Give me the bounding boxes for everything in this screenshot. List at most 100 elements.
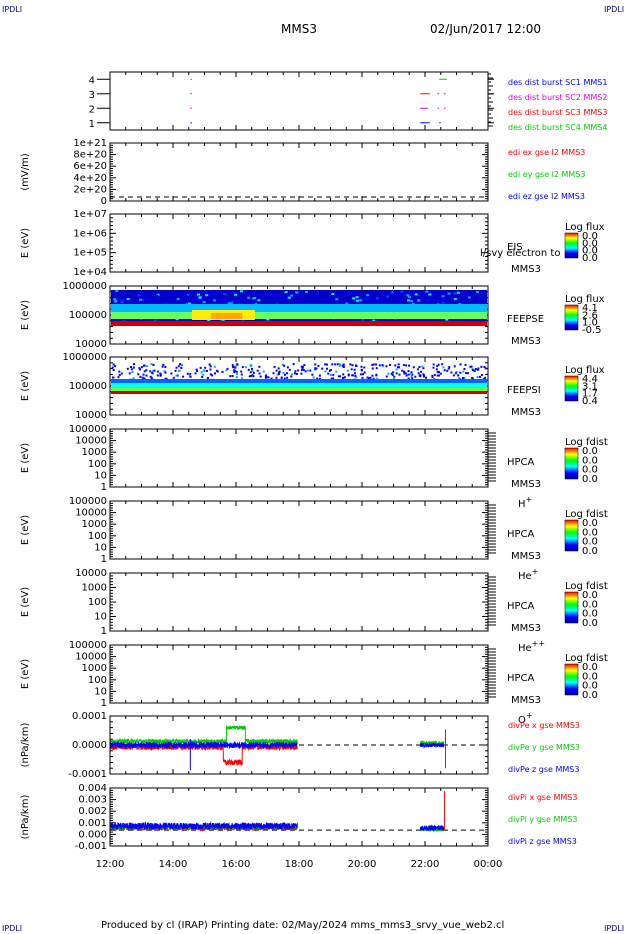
spectrogram-pixel: [223, 292, 227, 295]
spectrogram-pixel: [295, 291, 299, 294]
y-tick-label: 1000: [82, 663, 107, 674]
spectrogram-pixel: [270, 292, 274, 295]
spectrogram-pixel: [153, 295, 157, 298]
colorbar-value: 0.0: [582, 681, 598, 692]
spectrogram-pixel: [149, 370, 152, 373]
spectrogram-pixel: [392, 377, 395, 380]
spectrogram-pixel: [264, 375, 267, 378]
y-tick-label: 1: [101, 554, 107, 565]
colorbar-title: Log flux: [565, 222, 605, 233]
y-tick-label: 0.0000: [72, 740, 107, 751]
spectrogram-pixel: [447, 292, 451, 295]
spectrogram-pixel: [401, 369, 404, 372]
spectrogram-pixel: [288, 368, 291, 371]
spectrogram-pixel: [375, 363, 378, 366]
spectrogram-pixel: [431, 374, 434, 377]
spectrogram-pixel: [453, 292, 457, 295]
spectrogram-pixel: [286, 372, 289, 375]
spectrogram-pixel: [303, 364, 306, 367]
spectrogram-pixel: [196, 369, 199, 372]
spectrogram-pixel: [290, 294, 294, 297]
spectrogram-pixel: [208, 363, 211, 366]
spectrogram-pixel: [345, 302, 349, 305]
spectrogram-pixel: [453, 298, 457, 301]
y-tick-label: -0.0001: [68, 769, 107, 780]
spectrogram-pixel: [282, 371, 285, 374]
colorbar-title: Log flux: [565, 294, 605, 305]
spectrogram-pixel: [256, 369, 259, 372]
y-tick-label: 0: [101, 196, 107, 207]
spectrogram-pixel: [320, 292, 324, 295]
spectrogram-pixel: [292, 363, 295, 366]
spectrogram-pixel: [175, 374, 178, 377]
spectrogram-pixel: [437, 363, 440, 366]
spectrogram-pixel: [177, 365, 180, 368]
footer-credit: Produced by cl (IRAP) Printing date: 02/…: [101, 920, 505, 931]
spectrogram-pixel: [180, 363, 183, 366]
spectrogram-pixel: [115, 294, 119, 297]
spectrogram-pixel: [150, 363, 153, 366]
spectrogram-pixel: [441, 295, 445, 298]
spectrogram-pixel: [369, 376, 372, 379]
y-tick-label: 0.004: [78, 783, 107, 794]
spectrogram-pixel: [366, 376, 369, 379]
spectrogram-pixel: [423, 375, 426, 378]
spectrogram-pixel: [112, 369, 115, 372]
colorbar-value: 0.0: [582, 465, 598, 476]
colorbar: [564, 663, 579, 696]
colorbar-value: 1.7: [582, 389, 598, 400]
spacecraft-title: MMS3: [281, 22, 317, 36]
spectrogram-pixel: [112, 376, 115, 379]
spectrogram-pixel: [211, 374, 214, 377]
spectrogram-pixel: [343, 376, 346, 379]
spectrogram-pixel: [480, 374, 483, 377]
spectrogram-pixel: [375, 374, 378, 377]
y-tick-label: 100: [88, 675, 107, 686]
y-tick-label: 10000: [75, 339, 107, 350]
spectrogram-pixel: [117, 376, 120, 379]
spectrogram-pixel: [175, 366, 178, 369]
spacecraft-label: MMS3: [511, 479, 541, 490]
spectrogram-pixel: [462, 370, 465, 373]
spectrogram-pixel: [355, 376, 358, 379]
colorbar-title: Log fdist: [565, 653, 608, 664]
spectrogram-pixel: [182, 375, 185, 378]
divPe-y-trace: [109, 725, 298, 745]
spectrogram-pixel: [131, 371, 134, 374]
spectrogram-pixel: [480, 365, 483, 368]
colorbar: [564, 591, 579, 624]
spectrogram-pixel: [331, 363, 334, 366]
spectrogram-pixel: [145, 374, 148, 377]
panel-frame-4: [109, 356, 489, 416]
spectrogram-pixel: [338, 363, 341, 366]
spectrogram-band: [111, 388, 487, 391]
spectrogram-pixel: [132, 363, 135, 366]
instrument-label: FEEPSE: [507, 314, 544, 325]
spectrogram-pixel: [126, 298, 130, 301]
spectrogram-pixel: [484, 376, 487, 379]
spectrogram-pixel: [145, 295, 149, 298]
spectrogram-pixel: [372, 377, 375, 380]
spectrogram-pixel: [233, 371, 236, 374]
spectrogram-pixel: [406, 294, 410, 297]
spectrogram-pixel: [458, 302, 462, 305]
spectrogram-pixel: [427, 297, 431, 300]
spectrogram-pixel: [234, 369, 237, 372]
spectrogram-pixel: [483, 377, 486, 380]
y-tick-label: 1000000: [62, 352, 107, 363]
spectrogram-pixel: [159, 372, 162, 375]
spectrogram-pixel: [276, 373, 279, 376]
spectrogram-pixel: [286, 376, 289, 379]
spectrogram-pixel: [212, 292, 216, 295]
spectrogram-pixel: [475, 291, 479, 294]
colorbar-value: 0.0: [582, 690, 598, 701]
legend-label: edi ez gse l2 MMS3: [508, 192, 585, 201]
spectrogram-pixel: [471, 377, 474, 380]
spectrogram-pixel: [418, 374, 421, 377]
colorbar-title: Log fdist: [565, 509, 608, 520]
date-time-title: 02/Jun/2017 12:00: [430, 22, 542, 36]
spectrogram-pixel: [112, 293, 116, 296]
spectrogram-pixel: [324, 370, 327, 373]
spectrogram-band: [111, 321, 487, 326]
